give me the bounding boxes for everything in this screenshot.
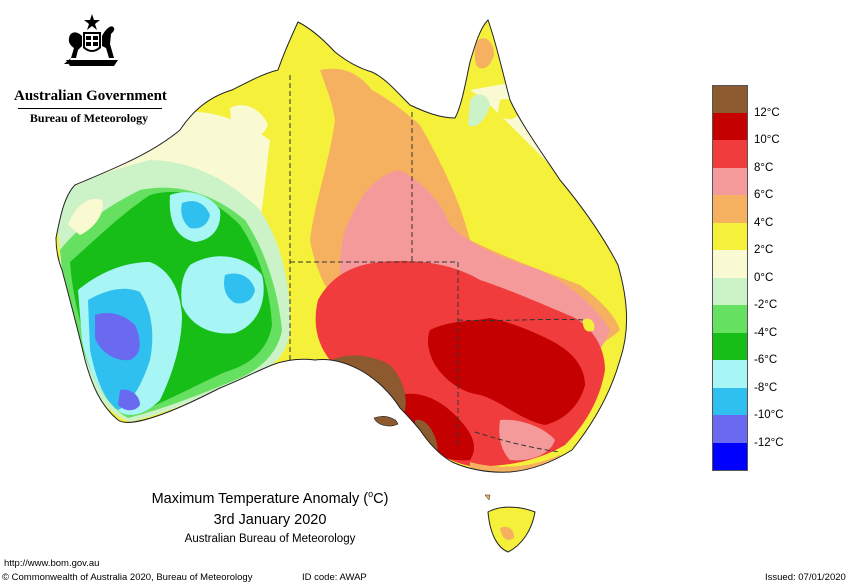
legend-swatch <box>712 167 748 195</box>
legend-label: -6°C <box>754 354 778 366</box>
copyright-notice: © Commonwealth of Australia 2020, Bureau… <box>2 572 253 583</box>
issued-date: Issued: 07/01/2020 <box>765 572 846 583</box>
legend-swatch <box>712 112 748 140</box>
legend-label: 4°C <box>754 216 774 229</box>
bom-url-link[interactable]: http://www.bom.gov.au <box>4 558 100 569</box>
government-name: Australian Government <box>14 88 167 104</box>
legend-label: -10°C <box>754 409 784 421</box>
legend-swatch <box>712 360 748 388</box>
legend-swatch <box>712 222 748 250</box>
anomaly-map <box>55 19 627 553</box>
legend-swatch <box>712 140 748 168</box>
legend-swatch <box>712 332 748 360</box>
legend-swatch <box>712 305 748 333</box>
map-title-block: Maximum Temperature Anomaly (oC) 3rd Jan… <box>150 484 390 548</box>
bureau-name: Bureau of Meteorology <box>29 111 149 125</box>
legend-label: 8°C <box>754 161 774 174</box>
legend-label: 12°C <box>754 106 780 119</box>
legend-label: -8°C <box>754 381 778 394</box>
map-source: Australian Bureau of Meteorology <box>184 532 356 545</box>
legend-swatch <box>712 442 748 471</box>
legend-label: -12°C <box>754 436 784 449</box>
legend-label: 10°C <box>754 134 780 146</box>
legend-swatch <box>712 277 748 305</box>
legend-label: 2°C <box>754 244 774 256</box>
map-title: Maximum Temperature Anomaly (oC) <box>151 489 389 507</box>
legend-swatch <box>712 250 748 278</box>
legend-swatch <box>712 415 748 443</box>
coat-of-arms-icon <box>64 14 118 66</box>
legend-swatch <box>712 195 748 223</box>
map-date: 3rd January 2020 <box>213 511 327 528</box>
legend-label: 6°C <box>754 189 774 201</box>
logo-divider <box>18 108 162 109</box>
legend-swatch <box>712 387 748 415</box>
legend-label: 0°C <box>754 271 774 284</box>
legend-label: -2°C <box>754 299 778 311</box>
legend-label: -4°C <box>754 326 778 339</box>
legend-swatch <box>712 85 748 114</box>
id-code: ID code: AWAP <box>302 572 367 583</box>
